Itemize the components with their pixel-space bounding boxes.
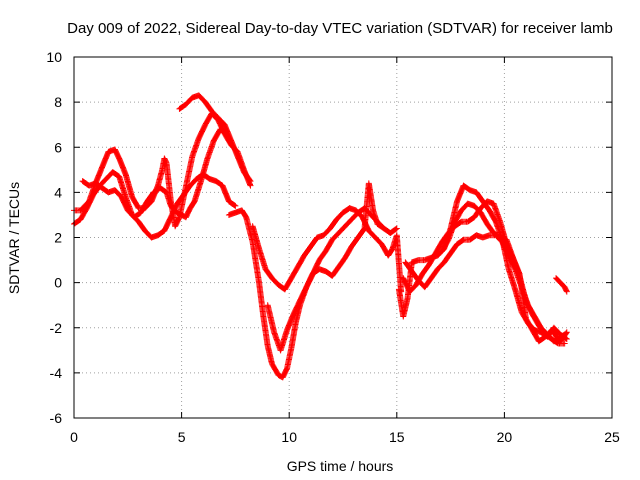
x-axis-label: GPS time / hours [287, 458, 394, 474]
y-tick-label: -4 [50, 365, 63, 381]
x-tick-labels: 0 5 10 15 20 25 [70, 429, 620, 445]
x-tick-label: 10 [281, 429, 297, 445]
series-markers [176, 92, 254, 185]
series-markers [553, 275, 570, 295]
series-track [249, 205, 405, 295]
chart-title: Day 009 of 2022, Sidereal Day-to-day VTE… [67, 20, 613, 37]
y-tick-label: 2 [54, 230, 62, 246]
series-markers [264, 180, 400, 354]
y-tick-label: 0 [54, 275, 62, 291]
y-tick-label: 8 [54, 94, 62, 110]
series-markers [79, 126, 230, 221]
series-track [176, 92, 254, 185]
x-tick-label: 20 [497, 429, 513, 445]
x-tick-label: 5 [178, 429, 186, 445]
grid-lines [74, 57, 612, 418]
series-track [553, 275, 570, 295]
y-tick-label: 6 [54, 139, 62, 155]
y-tick-label: 10 [46, 49, 62, 65]
x-tick-label: 15 [389, 429, 405, 445]
series-track [79, 126, 230, 221]
x-tick-label: 0 [70, 429, 78, 445]
axis-ticks [73, 56, 613, 419]
series-track [264, 180, 400, 354]
y-tick-label: -2 [50, 320, 63, 336]
y-tick-label: -6 [50, 410, 63, 426]
y-axis-label: SDTVAR / TECUs [6, 182, 22, 294]
data-series [71, 92, 570, 381]
x-tick-label: 25 [604, 429, 620, 445]
series-track [438, 200, 568, 345]
y-tick-label: 4 [54, 184, 62, 200]
y-tick-labels: -6 -4 -2 0 2 4 6 8 10 [46, 49, 62, 426]
series-markers [438, 200, 568, 345]
series-markers [249, 205, 405, 295]
